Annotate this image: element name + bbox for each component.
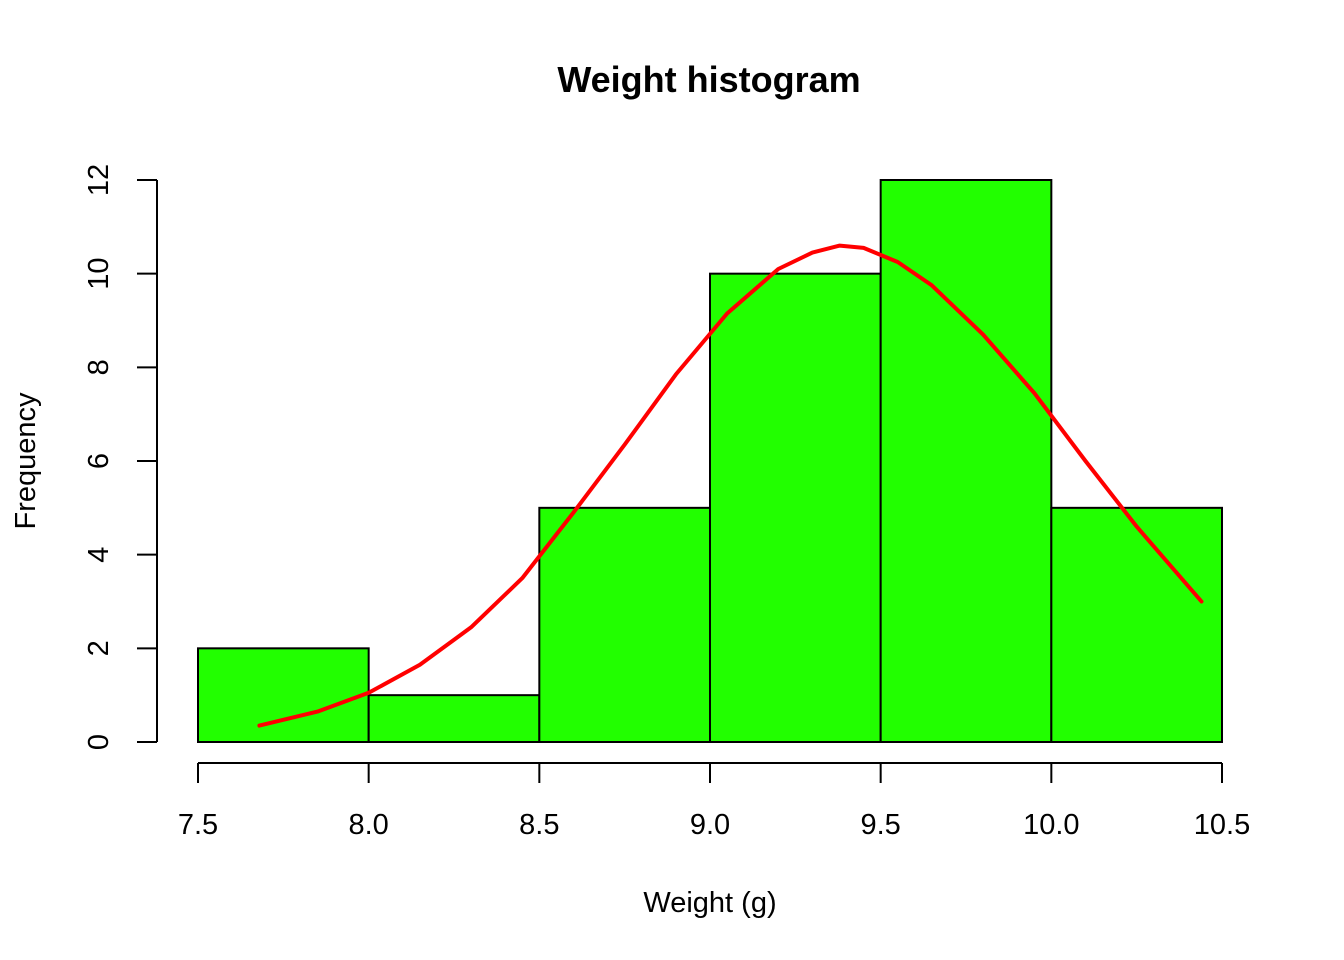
y-tick-label-1: 0 bbox=[83, 734, 115, 750]
x-tick-label-7: 10.5 bbox=[1194, 809, 1250, 841]
histogram-bar-6 bbox=[1050, 506, 1224, 744]
y-axis-label: Frequency bbox=[10, 392, 42, 530]
histogram-bar-4 bbox=[709, 272, 882, 743]
y-tick-label-6: 10 bbox=[83, 258, 115, 290]
y-axis: 0 2 4 6 8 10 12 bbox=[83, 164, 158, 750]
y-tick-label-4: 6 bbox=[83, 453, 115, 469]
x-axis: 7.5 8.0 8.5 9.0 9.5 10.0 10.5 bbox=[178, 762, 1250, 841]
histogram-bar-5 bbox=[879, 179, 1053, 743]
x-tick-label-6: 10.0 bbox=[1023, 809, 1079, 841]
x-tick-label-3: 8.5 bbox=[519, 809, 559, 841]
x-tick-label-1: 7.5 bbox=[178, 809, 218, 841]
y-tick-label-3: 4 bbox=[83, 547, 115, 563]
x-axis-label: Weight (g) bbox=[643, 887, 776, 919]
histogram-bars bbox=[197, 179, 1224, 744]
histogram-bar-3 bbox=[538, 506, 711, 744]
y-tick-label-5: 8 bbox=[83, 359, 115, 375]
density-curve bbox=[257, 243, 1204, 728]
histogram-bar-2 bbox=[367, 694, 541, 744]
y-tick-label-2: 2 bbox=[83, 640, 115, 656]
histogram-bar-1 bbox=[197, 647, 370, 743]
y-tick-label-7: 12 bbox=[83, 164, 115, 196]
chart-title: Weight histogram bbox=[557, 59, 860, 100]
x-tick-label-5: 9.5 bbox=[861, 809, 901, 841]
x-tick-label-4: 9.0 bbox=[690, 809, 730, 841]
x-tick-label-2: 8.0 bbox=[349, 809, 389, 841]
